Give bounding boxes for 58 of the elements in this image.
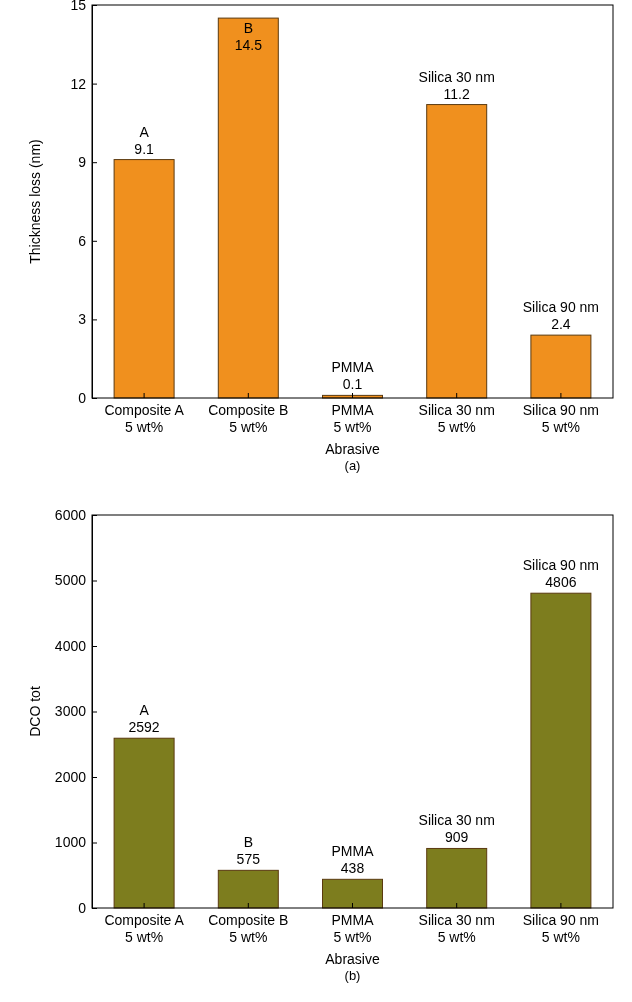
data-label: 575 [236, 851, 261, 868]
x-tick-label: Composite B 5 wt% [208, 402, 289, 435]
x-tick-label: PMMA 5 wt% [331, 402, 375, 435]
text: (b) [344, 968, 361, 983]
data-label: 0.1 [342, 376, 363, 393]
y-tick-label: 6 [78, 232, 87, 249]
x-tick-label: Composite B 5 wt% [208, 912, 289, 945]
x-tick-label: Composite A 5 wt% [104, 912, 185, 945]
y-tick-label: 12 [70, 75, 87, 92]
bar [426, 104, 488, 399]
text: (a) [344, 458, 361, 473]
data-label: 14.5 [234, 37, 263, 54]
y-tick-label: 9 [78, 154, 87, 171]
y-tick-label: 1000 [54, 834, 87, 851]
x-tick-label: Silica 90 nm 5 wt% [522, 912, 600, 945]
data-label: 11.2 [443, 85, 471, 102]
annotation: B [243, 834, 253, 851]
y-axis-title: Thickness loss (nm) [27, 139, 43, 264]
data-label: 2592 [128, 719, 160, 736]
bar [113, 737, 175, 909]
x-tick-label: PMMA 5 wt% [331, 912, 375, 945]
annotation: A [139, 123, 150, 140]
bar [113, 159, 175, 399]
y-tick-label: 0 [78, 899, 87, 916]
annotation: Silica 90 nm [522, 557, 600, 574]
y-tick-label: 5000 [54, 572, 87, 589]
y-tick-label: 15 [70, 0, 87, 13]
annotation: Silica 30 nm [418, 812, 495, 829]
y-tick-label: 6000 [54, 506, 87, 523]
y-tick-label: 4000 [54, 637, 87, 654]
bar [530, 334, 592, 399]
bar [217, 17, 279, 399]
annotation: PMMA [331, 359, 375, 376]
bar [217, 869, 279, 909]
annotation: Silica 30 nm [418, 68, 495, 85]
annotation: PMMA [331, 843, 375, 860]
bar [426, 847, 488, 909]
x-tick-label: Silica 90 nm 5 wt% [522, 402, 600, 435]
data-label: 9.1 [134, 140, 155, 157]
y-axis-title: DCO tot [27, 686, 43, 737]
y-tick-label: 0 [78, 389, 87, 406]
x-tick-label: Silica 30 nm 5 wt% [418, 402, 495, 435]
data-label: 4806 [545, 574, 577, 591]
x-tick-label: Composite A 5 wt% [104, 402, 185, 435]
bar [322, 878, 383, 909]
y-tick-label: 2000 [54, 768, 87, 785]
y-tick-label: 3 [78, 311, 87, 328]
data-label: 2.4 [551, 316, 571, 333]
annotation: A [139, 702, 150, 719]
x-axis-title: Abrasive [325, 441, 380, 457]
y-tick-label: 3000 [54, 703, 87, 720]
annotation: B [243, 20, 253, 37]
data-label: 909 [445, 829, 469, 846]
annotation: Silica 90 nm [522, 299, 600, 316]
x-tick-label: Silica 30 nm 5 wt% [418, 912, 495, 945]
data-label: 438 [340, 860, 365, 877]
bar [530, 592, 592, 909]
x-axis-title: Abrasive [325, 951, 380, 967]
